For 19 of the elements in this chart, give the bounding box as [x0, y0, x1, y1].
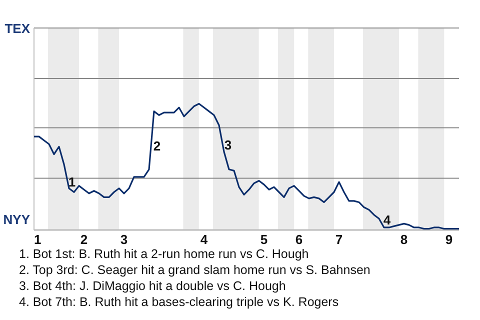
x-tick-label: 6: [295, 232, 303, 247]
x-tick-label: 5: [260, 232, 268, 247]
text: 1. Bot 1st: B. Ruth hit a 2-run home run vs C. Hough: [19, 247, 309, 261]
x-tick-label: 3: [120, 232, 128, 247]
annotation: 2: [153, 138, 161, 154]
x-tick-label: 9: [445, 232, 453, 247]
x-tick-label: 4: [200, 232, 208, 247]
x-tick-label: 8: [400, 232, 408, 247]
annotation: 3: [224, 138, 232, 153]
text: TEX: [4, 21, 30, 36]
text: 3. Bot 4th: J. DiMaggio hit a double vs C. Hough: [19, 279, 286, 293]
x-tick-label: 7: [335, 232, 343, 247]
annotation: 1: [68, 174, 76, 190]
annotation: 4: [383, 212, 392, 228]
text: 4. Bot 7th: B. Ruth hit a bases-clearing triple vs K. Rogers: [19, 295, 339, 309]
x-tick-label: 1: [34, 232, 42, 247]
text: NYY: [3, 212, 30, 227]
x-tick-label: 2: [80, 232, 88, 247]
text: 2. Top 3rd: C. Seager hit a grand slam home run vs S. Bahnsen: [19, 263, 370, 277]
